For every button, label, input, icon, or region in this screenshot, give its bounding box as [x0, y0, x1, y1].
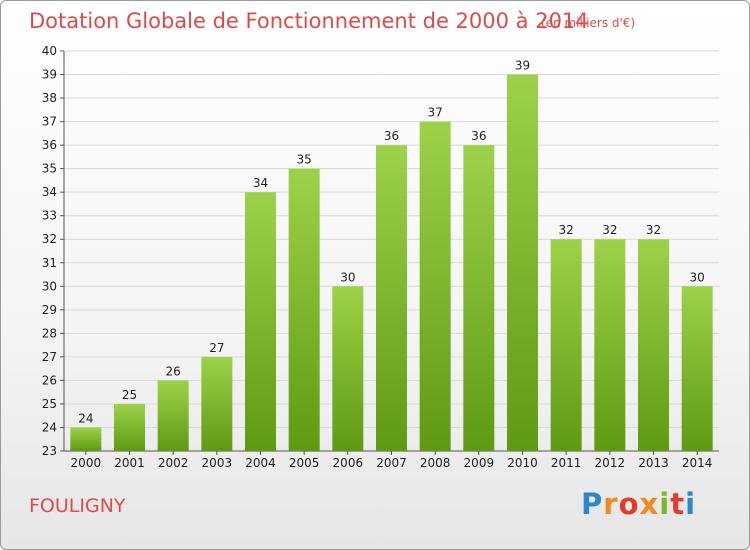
x-tick-label-2000: 2000: [71, 456, 102, 470]
data-label-2012: 32: [602, 223, 617, 237]
bar-2010: [507, 74, 538, 451]
y-tick-label: 26: [42, 373, 57, 387]
x-tick-label-2012: 2012: [595, 456, 626, 470]
y-tick-label: 29: [42, 303, 57, 317]
commune-name: FOULIGNY: [29, 495, 126, 517]
x-tick-label-2004: 2004: [245, 456, 276, 470]
y-tick-label: 25: [42, 397, 57, 411]
x-tick-label-2003: 2003: [202, 456, 233, 470]
chart-title: Dotation Globale de Fonctionnement de 20…: [29, 9, 589, 33]
bar-2009: [463, 145, 495, 451]
data-label-2010: 39: [515, 59, 530, 73]
x-tick-label-2001: 2001: [114, 456, 145, 470]
bar-2014: [681, 286, 713, 451]
data-label-2001: 25: [122, 388, 137, 402]
data-label-2006: 30: [340, 270, 355, 284]
y-tick-label: 28: [42, 326, 57, 340]
bar-2013: [638, 239, 669, 451]
x-tick-label-2013: 2013: [638, 456, 669, 470]
data-label-2005: 35: [297, 153, 312, 167]
bar-2007: [376, 145, 407, 451]
bar-2002: [157, 380, 189, 451]
x-tick-label-2014: 2014: [682, 456, 713, 470]
y-tick-label: 24: [42, 420, 57, 434]
y-tick-label: 27: [42, 350, 57, 364]
data-label-2009: 36: [471, 129, 486, 143]
data-label-2008: 37: [428, 106, 443, 120]
bar-2005: [288, 168, 320, 451]
bar-2008: [419, 121, 451, 452]
x-tick-label-2009: 2009: [464, 456, 495, 470]
data-label-2002: 26: [166, 364, 181, 378]
x-tick-label-2010: 2010: [507, 456, 538, 470]
data-label-2014: 30: [690, 270, 705, 284]
x-tick-label-2007: 2007: [376, 456, 407, 470]
data-label-2003: 27: [209, 341, 224, 355]
y-tick-label: 37: [42, 115, 57, 129]
x-tick-label-2002: 2002: [158, 456, 189, 470]
proxiti-logo: Proxiti: [581, 487, 697, 521]
x-tick-label-2005: 2005: [289, 456, 320, 470]
chart-unit-note: (en milliers d'€): [541, 16, 636, 30]
bars: [70, 74, 713, 452]
y-tick-label: 23: [42, 444, 57, 458]
data-label-2013: 32: [646, 223, 661, 237]
bar-2012: [594, 239, 626, 451]
y-tick-label: 38: [42, 91, 57, 105]
x-tick-label-2011: 2011: [551, 456, 582, 470]
bar-2001: [114, 403, 145, 451]
y-tick-label: 32: [42, 232, 57, 246]
labels: 23 24 25 26 27 28 29 30 31 32 33 34 35 36 37 38 39 40 24 20…: [42, 44, 713, 470]
y-tick-label: 36: [42, 138, 57, 152]
y-tick-label: 40: [42, 44, 57, 58]
y-tick-label: 31: [42, 256, 57, 270]
y-tick-label: 33: [42, 209, 57, 223]
bar-2006: [332, 286, 364, 451]
data-label-2007: 36: [384, 129, 399, 143]
bar-2003: [201, 356, 233, 451]
data-label-2000: 24: [78, 411, 93, 425]
data-label-2004: 34: [253, 176, 268, 190]
bar-2004: [245, 192, 276, 452]
y-tick-label: 30: [42, 279, 57, 293]
y-tick-label: 39: [42, 68, 57, 82]
data-label-2011: 32: [559, 223, 574, 237]
y-tick-label: 34: [42, 185, 57, 199]
y-tick-label: 35: [42, 162, 57, 176]
x-tick-label-2006: 2006: [333, 456, 364, 470]
x-tick-label-2008: 2008: [420, 456, 451, 470]
bar-2000: [70, 427, 102, 451]
bar-2011: [550, 239, 582, 451]
